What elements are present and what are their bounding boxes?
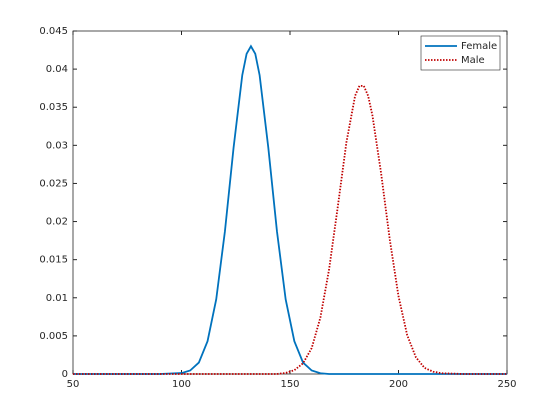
x-tick-label: 250 — [497, 379, 516, 390]
legend-label: Female — [461, 41, 497, 52]
y-tick-label: 0.02 — [46, 217, 68, 228]
legend-box — [420, 35, 501, 71]
y-tick-label: 0.035 — [39, 102, 68, 113]
y-tick-label: 0.025 — [39, 178, 68, 189]
x-tick-label: 150 — [280, 379, 299, 390]
x-tick-label: 50 — [67, 379, 80, 390]
x-tick-label: 200 — [389, 379, 408, 390]
y-tick-label: 0 — [62, 369, 68, 380]
y-tick-label: 0.01 — [46, 293, 68, 304]
x-tick-label: 100 — [172, 379, 191, 390]
y-tick-label: 0.015 — [39, 255, 68, 266]
legend-label: Male — [461, 55, 485, 66]
series-line — [73, 44, 507, 375]
series-line — [73, 84, 507, 375]
y-tick-label: 0.03 — [46, 140, 68, 151]
y-tick-label: 0.04 — [46, 64, 68, 75]
y-tick-label: 0.045 — [39, 26, 68, 37]
y-tick-label: 0.005 — [39, 331, 68, 342]
